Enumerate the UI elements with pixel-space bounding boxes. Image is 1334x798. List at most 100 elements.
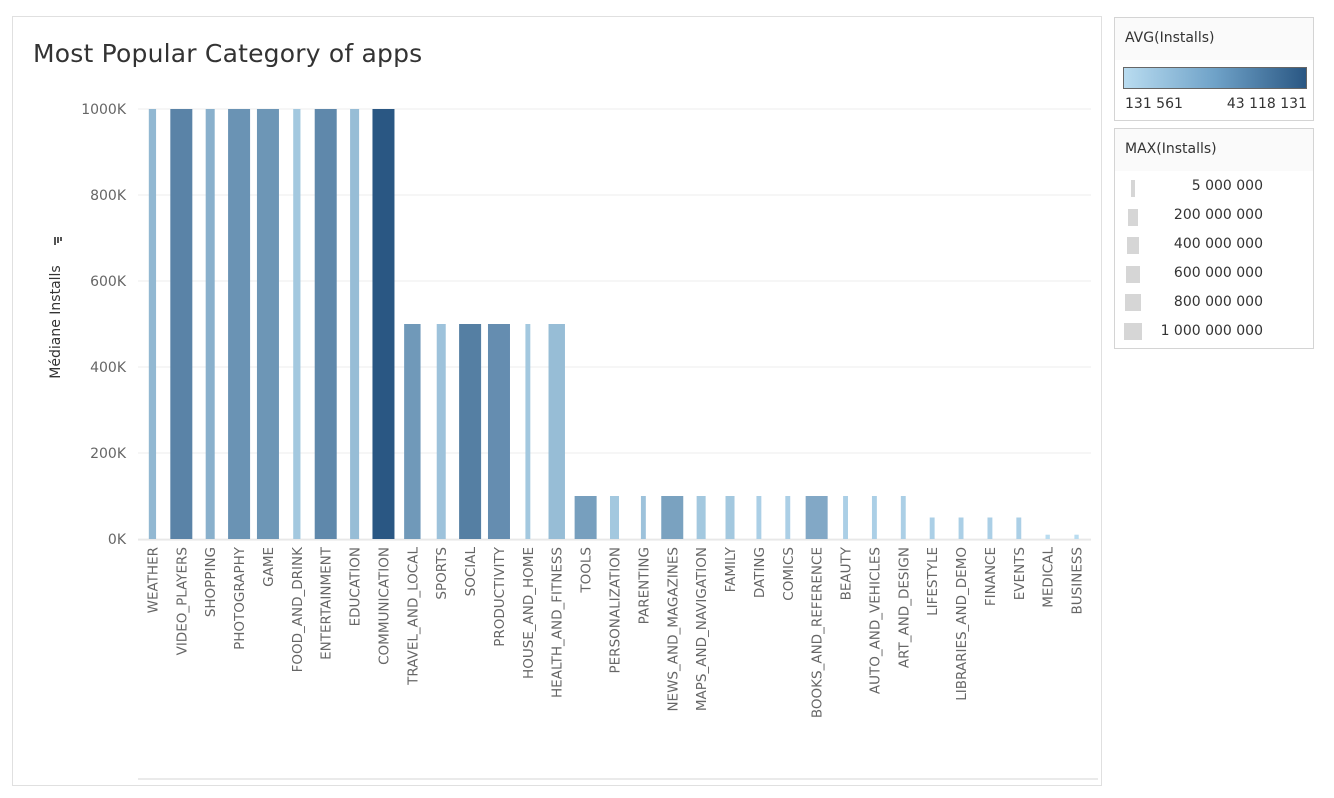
bar-video_players <box>170 109 193 539</box>
bar-auto_and_vehicles <box>871 496 877 539</box>
x-tick-label: HOUSE_AND_HOME <box>521 547 537 679</box>
x-tick-label: BOOKS_AND_REFERENCE <box>810 547 826 718</box>
y-tick-label: 600K <box>90 274 127 290</box>
color-legend-title: AVG(Installs) <box>1125 30 1215 46</box>
y-tick-label: 400K <box>90 360 127 376</box>
x-tick-label: PHOTOGRAPHY <box>232 546 248 650</box>
x-tick-label: BEAUTY <box>839 546 855 600</box>
bar-personalization <box>609 496 620 539</box>
x-tick-label: FOOD_AND_DRINK <box>290 546 306 672</box>
color-gradient-bar <box>1123 67 1307 89</box>
size-legend-mark <box>1124 323 1142 340</box>
size-legend-mark <box>1125 265 1141 283</box>
x-tick-label: LIBRARIES_AND_DEMO <box>954 547 970 701</box>
legend-header <box>1115 129 1313 171</box>
x-tick-label: LIFESTYLE <box>925 547 941 616</box>
bar-parenting <box>640 496 646 539</box>
bar-finance <box>987 517 993 539</box>
x-tick-label: DATING <box>752 547 768 598</box>
bar-medical <box>1045 534 1050 539</box>
x-tick-label: PERSONALIZATION <box>608 547 624 673</box>
y-axis-label: Médiane Installs <box>48 265 64 378</box>
chart-title: Most Popular Category of apps <box>33 39 423 68</box>
bar-art_and_design <box>900 496 906 539</box>
size-legend-label: 1 000 000 000 <box>1160 323 1263 339</box>
bar-maps_and_navigation <box>696 496 706 539</box>
x-tick-label: EVENTS <box>1012 547 1028 600</box>
color-legend-min: 131 561 <box>1125 96 1183 112</box>
bar-family <box>725 496 735 539</box>
x-tick-label: SHOPPING <box>203 547 219 617</box>
bar-entertainment <box>314 109 337 539</box>
x-tick-label: FINANCE <box>983 547 999 606</box>
x-tick-label: MAPS_AND_NAVIGATION <box>694 547 710 711</box>
x-tick-label: FAMILY <box>723 546 739 592</box>
size-legend-label: 400 000 000 <box>1173 236 1263 252</box>
sort-icon <box>54 237 56 245</box>
x-tick-label: AUTO_AND_VEHICLES <box>867 547 883 694</box>
x-tick-label: ENTERTAINMENT <box>319 546 335 660</box>
size-legend-entry: 1 000 000 000 <box>1115 319 1315 348</box>
size-legend-label: 5 000 000 <box>1191 178 1263 194</box>
y-tick-label: 800K <box>90 188 127 204</box>
size-legend[interactable]: MAX(Installs) 5 000 000 200 000 000 400 00… <box>1114 128 1314 349</box>
sort-icon <box>60 237 62 241</box>
bar-weather <box>148 109 157 539</box>
x-tick-label: TRAVEL_AND_LOCAL <box>405 547 421 686</box>
bar-productivity <box>487 324 510 539</box>
x-tick-label: EDUCATION <box>348 547 364 626</box>
size-legend-entry: 600 000 000 <box>1115 261 1315 290</box>
bar-photography <box>228 109 251 539</box>
color-legend[interactable]: AVG(Installs) 131 561 43 118 131 <box>1114 17 1314 121</box>
x-tick-label: NEWS_AND_MAGAZINES <box>665 547 681 712</box>
bar-dating <box>756 496 762 539</box>
bar-books_and_reference <box>805 496 828 539</box>
size-legend-entry: 5 000 000 <box>1115 174 1315 203</box>
bar-house_and_home <box>525 324 531 539</box>
x-tick-label: WEATHER <box>145 547 161 613</box>
bar-tools <box>574 496 597 539</box>
x-tick-label: TOOLS <box>579 547 595 594</box>
size-legend-entry: 200 000 000 <box>1115 203 1315 232</box>
bar-food_and_drink <box>293 109 301 539</box>
x-tick-label: VIDEO_PLAYERS <box>174 547 190 655</box>
x-tick-label: SPORTS <box>434 547 450 600</box>
size-legend-label: 200 000 000 <box>1173 207 1263 223</box>
size-legend-title: MAX(Installs) <box>1125 141 1217 157</box>
sort-icon <box>57 237 59 243</box>
y-tick-label: 200K <box>90 446 127 462</box>
bar-game <box>256 109 279 539</box>
x-tick-label: PARENTING <box>636 547 652 624</box>
x-tick-label: COMICS <box>781 547 797 601</box>
bar-libraries_and_demo <box>958 517 964 539</box>
size-legend-label: 600 000 000 <box>1173 265 1263 281</box>
x-tick-label: COMMUNICATION <box>376 547 392 665</box>
size-legend-mark <box>1126 237 1139 255</box>
bar-lifestyle <box>929 517 935 539</box>
x-tick-label: HEALTH_AND_FITNESS <box>550 547 566 698</box>
bar-comics <box>785 496 791 539</box>
x-tick-label: SOCIAL <box>463 547 479 597</box>
size-legend-entry: 800 000 000 <box>1115 290 1315 319</box>
size-legend-mark <box>1125 294 1141 312</box>
bar-chart: 0K 200K 400K 600K 800K 1000K Médiane Installs W… <box>48 102 1098 780</box>
y-tick-label: 1000K <box>81 102 127 118</box>
size-legend-entry: 400 000 000 <box>1115 232 1315 261</box>
x-tick-label: GAME <box>261 547 277 587</box>
bar-education <box>350 109 360 539</box>
size-legend-label: 800 000 000 <box>1173 294 1263 310</box>
bar-travel_and_local <box>404 324 421 539</box>
bar-news_and_magazines <box>661 496 684 539</box>
legend-header <box>1115 18 1313 60</box>
bar-business <box>1074 534 1079 539</box>
bar-beauty <box>843 496 848 539</box>
bar-social <box>459 324 482 539</box>
size-legend-mark <box>1128 208 1138 226</box>
bar-health_and_fitness <box>548 324 565 539</box>
x-tick-label: MEDICAL <box>1041 547 1057 608</box>
x-tick-label: BUSINESS <box>1070 547 1086 614</box>
x-tick-label: ART_AND_DESIGN <box>896 547 912 668</box>
bar-sports <box>436 324 446 539</box>
bar-shopping <box>205 109 215 539</box>
x-tick-label: PRODUCTIVITY <box>492 546 508 647</box>
